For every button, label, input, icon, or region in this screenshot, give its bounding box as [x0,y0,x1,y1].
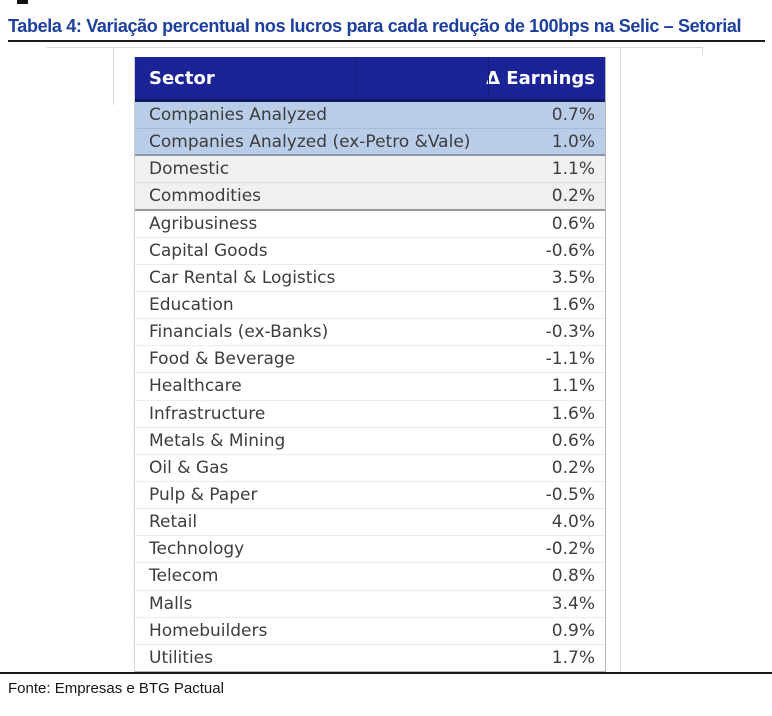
table-row: Car Rental & Logistics 3.5% [135,264,605,292]
table-row: Capital Goods -0.6% [135,237,605,265]
sector-cell: Car Rental & Logistics [149,267,336,288]
value-cell: 1.0% [551,131,595,152]
sector-cell: Oil & Gas [149,457,229,478]
sector-cell: Technology [149,539,245,560]
column-header-sector: Sector [149,67,215,89]
sector-cell: Utilities [149,647,213,668]
table-row: Companies Analyzed (ex-Petro &Vale) 1.0% [135,129,605,157]
value-cell: -1.1% [545,349,595,370]
table-row: Food & Beverage -1.1% [135,346,605,374]
sector-cell: Infrastructure [149,403,266,424]
value-cell: 1.1% [551,376,595,397]
value-cell: 0.7% [551,105,595,126]
table-row: Retail 4.0% [135,509,605,537]
value-cell: 3.4% [551,593,595,614]
header-column-divider [356,57,357,99]
sector-cell: Companies Analyzed [149,105,328,126]
table-row: Homebuilders 0.9% [135,617,605,645]
title-underline-rule [8,40,765,42]
table-row: Commodities 0.2% [135,183,605,211]
source-note: Fonte: Empresas e BTG Pactual [8,680,224,697]
value-cell: -0.2% [545,539,595,560]
frame-line-left [113,47,114,105]
value-cell: 0.2% [551,185,595,206]
sector-cell: Healthcare [149,376,242,397]
value-cell: 0.8% [551,566,595,587]
sector-cell: Capital Goods [149,240,268,261]
value-cell: 0.6% [551,213,595,234]
value-cell: 0.6% [551,430,595,451]
table-row: Agribusiness 0.6% [135,210,605,238]
sector-cell: Financials (ex-Banks) [149,322,329,343]
header-column-divider [488,57,489,99]
value-cell: 0.2% [551,457,595,478]
table-row: Pulp & Paper -0.5% [135,481,605,510]
sector-cell: Homebuilders [149,620,268,641]
value-cell: 3.5% [551,267,595,288]
value-cell: 1.1% [551,159,595,180]
sector-cell: Domestic [149,159,230,180]
sector-cell: Malls [149,593,193,614]
footer-rule [0,672,772,674]
sector-cell: Commodities [149,185,262,206]
value-cell: 1.6% [551,403,595,424]
table-row: Utilities 1.7% [135,644,605,672]
sector-cell: Telecom [149,566,219,587]
sector-cell: Agribusiness [149,213,258,234]
top-edge-artifact [17,0,28,4]
frame-line-top [47,47,703,48]
table-header-row: Sector Δ Earnings [135,57,605,102]
frame-line-corner [702,47,703,55]
table-body: Companies Analyzed 0.7% Companies Analyz… [135,102,605,672]
value-cell: -0.3% [545,322,595,343]
sector-cell: Companies Analyzed (ex-Petro &Vale) [149,131,471,152]
earnings-sensitivity-table: Sector Δ Earnings Companies Analyzed 0.7… [134,57,606,672]
table-row: Companies Analyzed 0.7% [135,102,605,130]
table-row: Metals & Mining 0.6% [135,427,605,455]
value-cell: -0.6% [545,240,595,261]
value-cell: 1.7% [551,647,595,668]
frame-line-right [620,47,621,672]
sector-cell: Education [149,295,234,316]
sector-cell: Pulp & Paper [149,485,258,506]
table-title: Tabela 4: Variação percentual nos lucros… [8,16,742,36]
table-row: Infrastructure 1.6% [135,400,605,428]
value-cell: 0.9% [551,620,595,641]
column-header-delta-earnings: Δ Earnings [486,67,595,89]
sector-cell: Retail [149,512,198,533]
table-row: Healthcare 1.1% [135,373,605,401]
value-cell: -0.5% [545,485,595,506]
value-cell: 1.6% [551,295,595,316]
table-row: Domestic 1.1% [135,156,605,184]
table-row: Oil & Gas 0.2% [135,454,605,482]
sector-cell: Metals & Mining [149,430,286,451]
table-row: Technology -0.2% [135,536,605,564]
sector-cell: Food & Beverage [149,349,296,370]
value-cell: 4.0% [551,512,595,533]
table-row: Financials (ex-Banks) -0.3% [135,319,605,347]
table-row: Malls 3.4% [135,590,605,618]
table-row: Telecom 0.8% [135,563,605,591]
table-row: Education 1.6% [135,291,605,320]
